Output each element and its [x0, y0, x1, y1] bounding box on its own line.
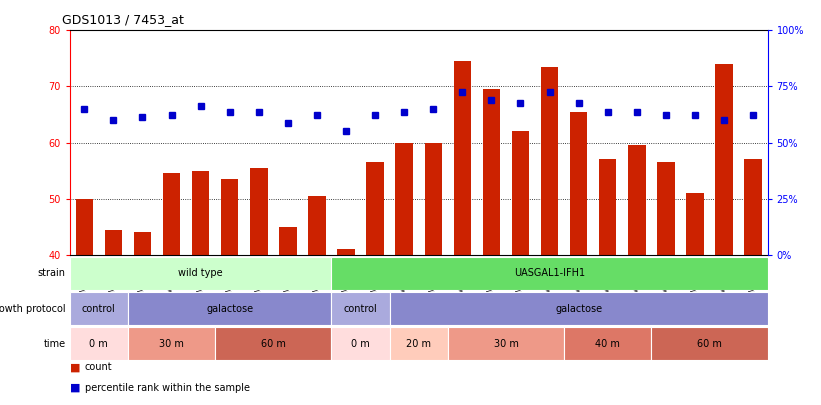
Bar [396, 143, 413, 255]
Bar [424, 143, 442, 255]
Bar [715, 64, 733, 255]
Bar [332, 292, 390, 325]
Bar [337, 249, 355, 255]
Bar [745, 160, 762, 255]
Text: percentile rank within the sample: percentile rank within the sample [85, 383, 250, 393]
Text: galactose: galactose [206, 304, 253, 313]
Text: count: count [85, 362, 112, 373]
Text: 60 m: 60 m [261, 339, 286, 349]
Bar [657, 162, 675, 255]
Text: ■: ■ [70, 362, 80, 373]
Bar [454, 61, 471, 255]
Bar [541, 67, 558, 255]
Bar [192, 171, 209, 255]
Bar [366, 162, 383, 255]
Bar [511, 131, 530, 255]
Bar [447, 327, 564, 360]
Bar [70, 257, 332, 290]
Text: 0 m: 0 m [351, 339, 370, 349]
Text: control: control [344, 304, 378, 313]
Text: GDS1013 / 7453_at: GDS1013 / 7453_at [62, 13, 183, 26]
Bar [76, 198, 93, 255]
Text: wild type: wild type [178, 269, 223, 278]
Bar [570, 112, 587, 255]
Bar [279, 227, 296, 255]
Bar [128, 292, 332, 325]
Bar [564, 327, 651, 360]
Text: galactose: galactose [555, 304, 602, 313]
Text: 30 m: 30 m [493, 339, 518, 349]
Text: 20 m: 20 m [406, 339, 431, 349]
Bar [134, 232, 151, 255]
Bar [651, 327, 768, 360]
Text: time: time [44, 339, 66, 349]
Bar [483, 89, 500, 255]
Text: 30 m: 30 m [159, 339, 184, 349]
Bar [163, 173, 181, 255]
Text: control: control [82, 304, 116, 313]
Text: 60 m: 60 m [697, 339, 722, 349]
Bar [250, 168, 268, 255]
Text: ■: ■ [70, 383, 80, 393]
Bar [332, 327, 390, 360]
Bar [105, 230, 122, 255]
Bar [70, 292, 128, 325]
Text: UASGAL1-IFH1: UASGAL1-IFH1 [514, 269, 585, 278]
Bar [221, 179, 238, 255]
Bar [390, 292, 768, 325]
Bar [628, 145, 645, 255]
Bar [686, 193, 704, 255]
Bar [332, 257, 768, 290]
Bar [128, 327, 215, 360]
Bar [308, 196, 326, 255]
Text: 40 m: 40 m [595, 339, 620, 349]
Text: growth protocol: growth protocol [0, 304, 66, 313]
Bar [390, 327, 447, 360]
Bar [70, 327, 128, 360]
Bar [599, 160, 617, 255]
Bar [215, 327, 332, 360]
Text: 0 m: 0 m [89, 339, 108, 349]
Text: strain: strain [38, 269, 66, 278]
